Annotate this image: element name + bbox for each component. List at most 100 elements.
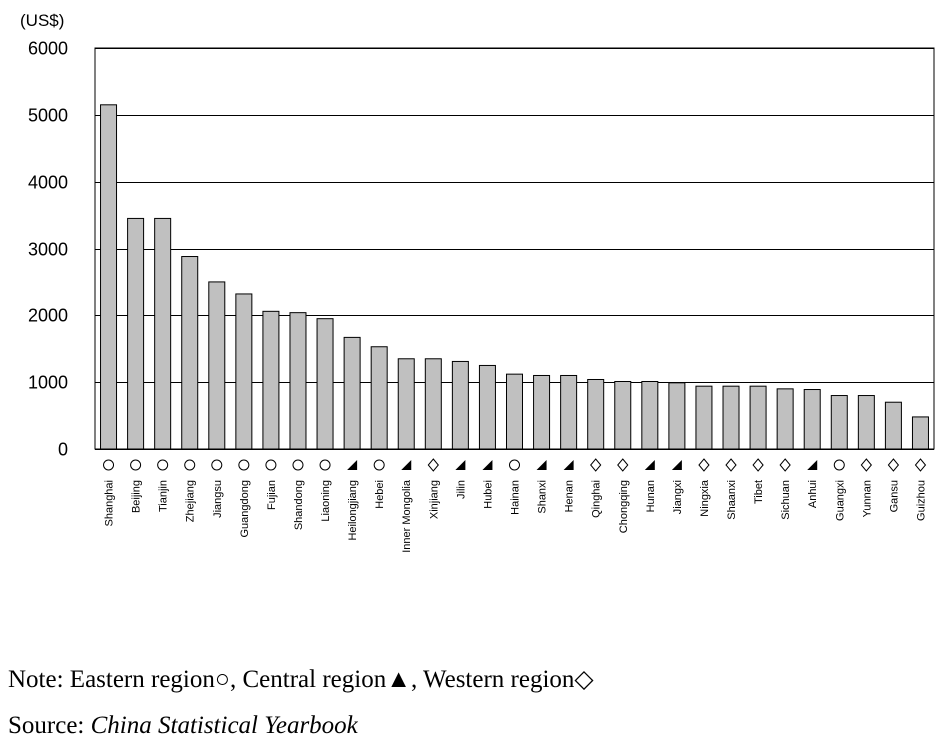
category-label: Guangxi [834, 480, 846, 521]
category-label: Qinghai [591, 480, 603, 518]
eastern-circle-icon [265, 459, 277, 471]
western-diamond-icon [617, 458, 629, 472]
western-diamond-icon [752, 458, 764, 472]
category-label: Beijing [131, 480, 143, 513]
eastern-circle-icon [319, 459, 331, 471]
category-label: Gansu [888, 480, 900, 512]
category-label: Anhui [807, 480, 819, 508]
bar [560, 374, 578, 450]
category-label: Zhejiang [185, 480, 197, 522]
note-prefix: Note: [8, 666, 70, 693]
bar [749, 385, 767, 450]
category-label: Hebei [374, 480, 386, 509]
bar [884, 401, 902, 450]
bar [533, 374, 551, 450]
note-line: Note: Eastern region○, Central region▲, … [8, 664, 594, 694]
category-label: Xinjiang [428, 480, 440, 519]
y-tick-label: 5000 [28, 106, 68, 126]
category-label: Jiangxi [672, 480, 684, 514]
central-triangle-icon [347, 460, 358, 470]
bar [695, 385, 713, 450]
category-label: Guizhou [915, 480, 927, 521]
category-label: Shanxi [537, 480, 549, 514]
bar [478, 364, 496, 450]
central-triangle-icon [401, 460, 412, 470]
bar [370, 346, 388, 450]
y-tick-label: 4000 [28, 173, 68, 193]
bar [208, 281, 226, 450]
bar [100, 104, 118, 450]
central-triangle-icon [455, 460, 466, 470]
category-label: Henan [564, 480, 576, 512]
y-tick-label: 6000 [28, 39, 68, 59]
bar [722, 385, 740, 450]
bar [127, 217, 145, 450]
bars [100, 104, 929, 450]
bar [343, 336, 361, 450]
bar [424, 358, 442, 450]
category-label: Sichuan [780, 480, 792, 520]
category-label: Hainan [510, 480, 522, 515]
category-labels: Shanghai Beijing Tianjin Zhejiang Jiangsu Gua… [104, 479, 928, 553]
eastern-circle-icon [833, 459, 845, 471]
y-tick-label: 3000 [28, 240, 68, 260]
bar [776, 388, 794, 450]
eastern-circle-icon [373, 459, 385, 471]
bar [451, 360, 469, 450]
western-diamond-icon [590, 458, 602, 472]
category-label: Liaoning [320, 480, 332, 522]
western-diamond-icon [914, 458, 927, 472]
category-label: Inner Mongolia [401, 479, 413, 553]
western-diamond-icon [779, 458, 791, 472]
bar [830, 395, 848, 450]
bar [289, 312, 307, 450]
western-diamond-icon [887, 458, 900, 472]
central-triangle-icon [563, 460, 574, 470]
central-triangle-icon [644, 460, 655, 470]
eastern-circle-icon [238, 459, 250, 471]
eastern-circle-icon [184, 459, 196, 471]
source-prefix: Source: [8, 712, 91, 739]
source-title: China Statistical Yearbook [90, 712, 358, 739]
category-label: Yunnan [861, 480, 873, 517]
eastern-circle-icon [157, 459, 169, 471]
category-label: Hubei [482, 480, 494, 509]
y-axis-unit-label: (US$) [20, 11, 64, 30]
bar [262, 310, 280, 450]
eastern-circle-icon [130, 459, 142, 471]
eastern-circle-icon: ○ [214, 666, 230, 693]
category-label: Tianjin [158, 480, 170, 512]
central-triangle-icon [671, 460, 682, 470]
central-triangle-icon [807, 460, 818, 470]
category-label: Tibet [753, 480, 765, 504]
western-diamond-icon: ◇ [574, 666, 594, 693]
category-label: Chongqing [618, 480, 630, 533]
bar [911, 416, 929, 450]
central-triangle-icon [536, 460, 547, 470]
bar [397, 358, 415, 450]
bar [641, 380, 659, 450]
category-label: Jilin [455, 480, 467, 499]
bar [614, 380, 632, 450]
category-label: Fujian [266, 480, 278, 510]
y-tick-label: 1000 [28, 373, 68, 393]
bar [181, 256, 199, 450]
bar [668, 382, 686, 450]
plot-frame [94, 47, 935, 450]
category-label: Guangdong [239, 480, 251, 538]
bar [587, 378, 605, 450]
western-diamond-icon [698, 458, 710, 472]
bar-chart: (US$) 0 1000 2000 3000 4000 5000 6000 Shanghai… [20, 11, 935, 553]
y-tick-label: 0 [58, 440, 68, 460]
category-label: Shaanxi [726, 480, 738, 520]
y-tick-label: 2000 [28, 306, 68, 326]
note-eastern: Eastern region [69, 666, 215, 693]
category-label: Shanghai [104, 480, 116, 527]
central-triangle-icon [482, 460, 493, 470]
bar [803, 389, 821, 450]
y-tick-labels: 0 1000 2000 3000 4000 5000 6000 [28, 39, 68, 460]
eastern-circle-icon [211, 459, 223, 471]
note-sep-2: , [410, 666, 424, 693]
western-diamond-icon [427, 458, 439, 472]
eastern-circle-icon [509, 459, 520, 471]
